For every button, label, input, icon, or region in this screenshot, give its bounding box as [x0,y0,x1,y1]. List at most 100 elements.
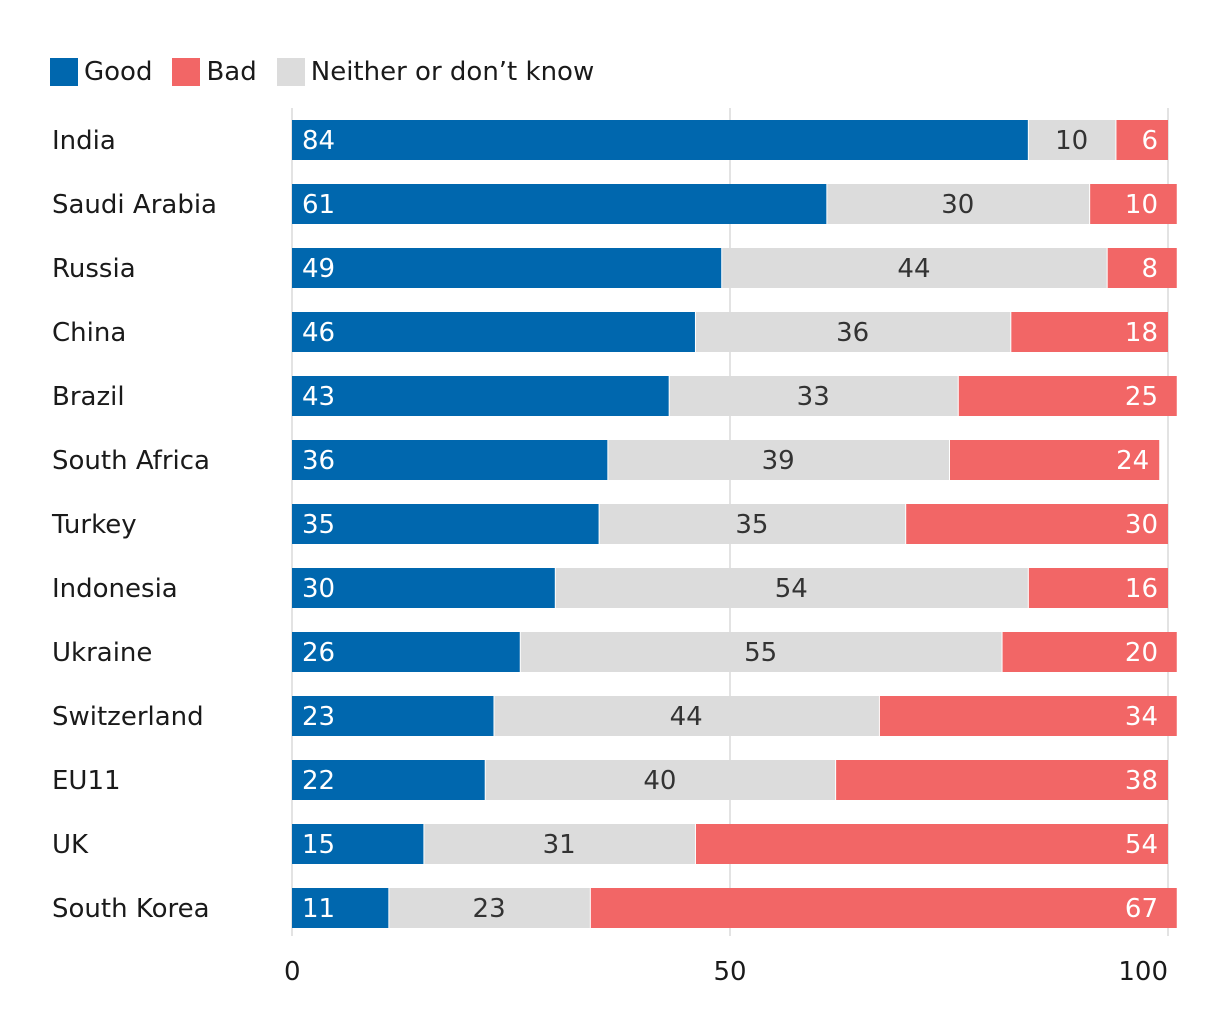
category-label-india: India [52,126,116,156]
value-label-neither-russia: 44 [897,254,930,284]
bar-good-russia [292,248,722,288]
category-label-turkey: Turkey [51,510,137,540]
category-label-south-africa: South Africa [52,446,210,476]
value-label-bad-china: 18 [1125,318,1158,348]
bar-bad-switzerland [879,696,1177,736]
x-tick-0: 0 [284,957,301,987]
value-label-neither-china: 36 [836,318,869,348]
value-label-bad-turkey: 30 [1125,510,1158,540]
value-label-neither-india: 10 [1055,126,1088,156]
bar-bad-eu11 [836,760,1168,800]
bar-neither-ukraine [520,632,1002,672]
value-label-neither-saudi-arabia: 30 [941,190,974,220]
legend-item-bad: Bad [172,57,257,87]
category-label-ukraine: Ukraine [52,638,152,668]
bar-good-ukraine [292,632,520,672]
bar-neither-china [695,312,1011,352]
value-label-good-russia: 49 [302,254,335,284]
bar-neither-india [1028,120,1116,160]
category-label-south-korea: South Korea [52,894,210,924]
value-label-good-south-africa: 36 [302,446,335,476]
category-label-uk: UK [52,830,89,860]
value-label-good-india: 84 [302,126,335,156]
bar-good-uk [292,824,424,864]
bar-bad-south-korea [590,888,1177,928]
category-label-switzerland: Switzerland [52,702,204,732]
x-axis: 0 50 100 [284,957,1168,987]
bar-neither-saudi-arabia [827,184,1090,224]
value-label-good-uk: 15 [302,830,335,860]
value-label-bad-eu11: 38 [1125,766,1158,796]
value-label-neither-uk: 31 [543,830,576,860]
bar-good-india [292,120,1028,160]
value-label-good-china: 46 [302,318,335,348]
bar-good-switzerland [292,696,494,736]
bar-good-south-africa [292,440,608,480]
value-label-neither-turkey: 35 [735,510,768,540]
legend-swatch-good [50,58,78,86]
bar-bad-russia [1107,248,1177,288]
bar-neither-turkey [599,504,906,544]
value-label-bad-saudi-arabia: 10 [1125,190,1158,220]
bar-bad-china [1011,312,1168,352]
bar-bad-india [1116,120,1168,160]
value-label-bad-russia: 8 [1141,254,1158,284]
bar-good-indonesia [292,568,555,608]
bar-bad-saudi-arabia [1090,184,1177,224]
legend-swatch-neither [276,58,305,86]
bar-bad-uk [695,824,1168,864]
legend-label-good: Good [84,57,153,87]
value-label-bad-south-africa: 24 [1116,446,1149,476]
legend-item-good: Good [50,57,152,87]
bar-neither-south-korea [389,888,590,928]
bar-bad-ukraine [1002,632,1177,672]
value-label-neither-eu11: 40 [643,766,676,796]
bar-good-brazil [292,376,669,416]
value-label-neither-brazil: 33 [797,382,830,412]
category-label-brazil: Brazil [52,382,125,412]
category-label-china: China [52,318,126,348]
value-label-bad-brazil: 25 [1125,382,1158,412]
bar-good-south-korea [292,888,389,928]
value-label-bad-uk: 54 [1125,830,1158,860]
value-label-neither-south-korea: 23 [473,894,506,924]
bars: India 84 10 6 Saudi Arabia 61 30 10 Russia 49 44 8 C… [51,120,1177,928]
value-label-good-indonesia: 30 [302,574,335,604]
value-label-good-ukraine: 26 [302,638,335,668]
value-label-bad-ukraine: 20 [1125,638,1158,668]
value-label-bad-indonesia: 16 [1125,574,1158,604]
bar-neither-indonesia [555,568,1028,608]
bar-bad-south-africa [950,440,1160,480]
value-label-neither-indonesia: 54 [775,574,808,604]
x-tick-50: 50 [713,957,746,987]
value-label-neither-switzerland: 44 [670,702,703,732]
bar-good-saudi-arabia [292,184,827,224]
legend-item-neither: Neither or don’t know [276,57,595,87]
bar-bad-turkey [906,504,1168,544]
value-label-good-brazil: 43 [302,382,335,412]
bar-neither-russia [722,248,1107,288]
x-tick-100: 100 [1118,957,1168,987]
bar-bad-indonesia [1028,568,1168,608]
legend: Good Bad Neither or don’t know [50,57,614,87]
category-label-eu11: EU11 [52,766,121,796]
value-label-bad-switzerland: 34 [1125,702,1158,732]
value-label-neither-south-africa: 39 [762,446,795,476]
bar-neither-switzerland [494,696,879,736]
bar-good-china [292,312,695,352]
bar-good-turkey [292,504,599,544]
category-label-saudi-arabia: Saudi Arabia [52,190,217,220]
legend-label-bad: Bad [206,57,257,87]
value-label-bad-india: 6 [1141,126,1158,156]
bar-bad-brazil [958,376,1177,416]
value-label-good-switzerland: 23 [302,702,335,732]
category-label-russia: Russia [52,254,136,284]
value-label-bad-south-korea: 67 [1125,894,1158,924]
legend-label-neither: Neither or don’t know [310,57,595,87]
bar-neither-uk [424,824,695,864]
legend-swatch-bad [172,58,201,86]
bar-good-eu11 [292,760,485,800]
bar-neither-south-africa [608,440,949,480]
category-label-indonesia: Indonesia [52,574,178,604]
